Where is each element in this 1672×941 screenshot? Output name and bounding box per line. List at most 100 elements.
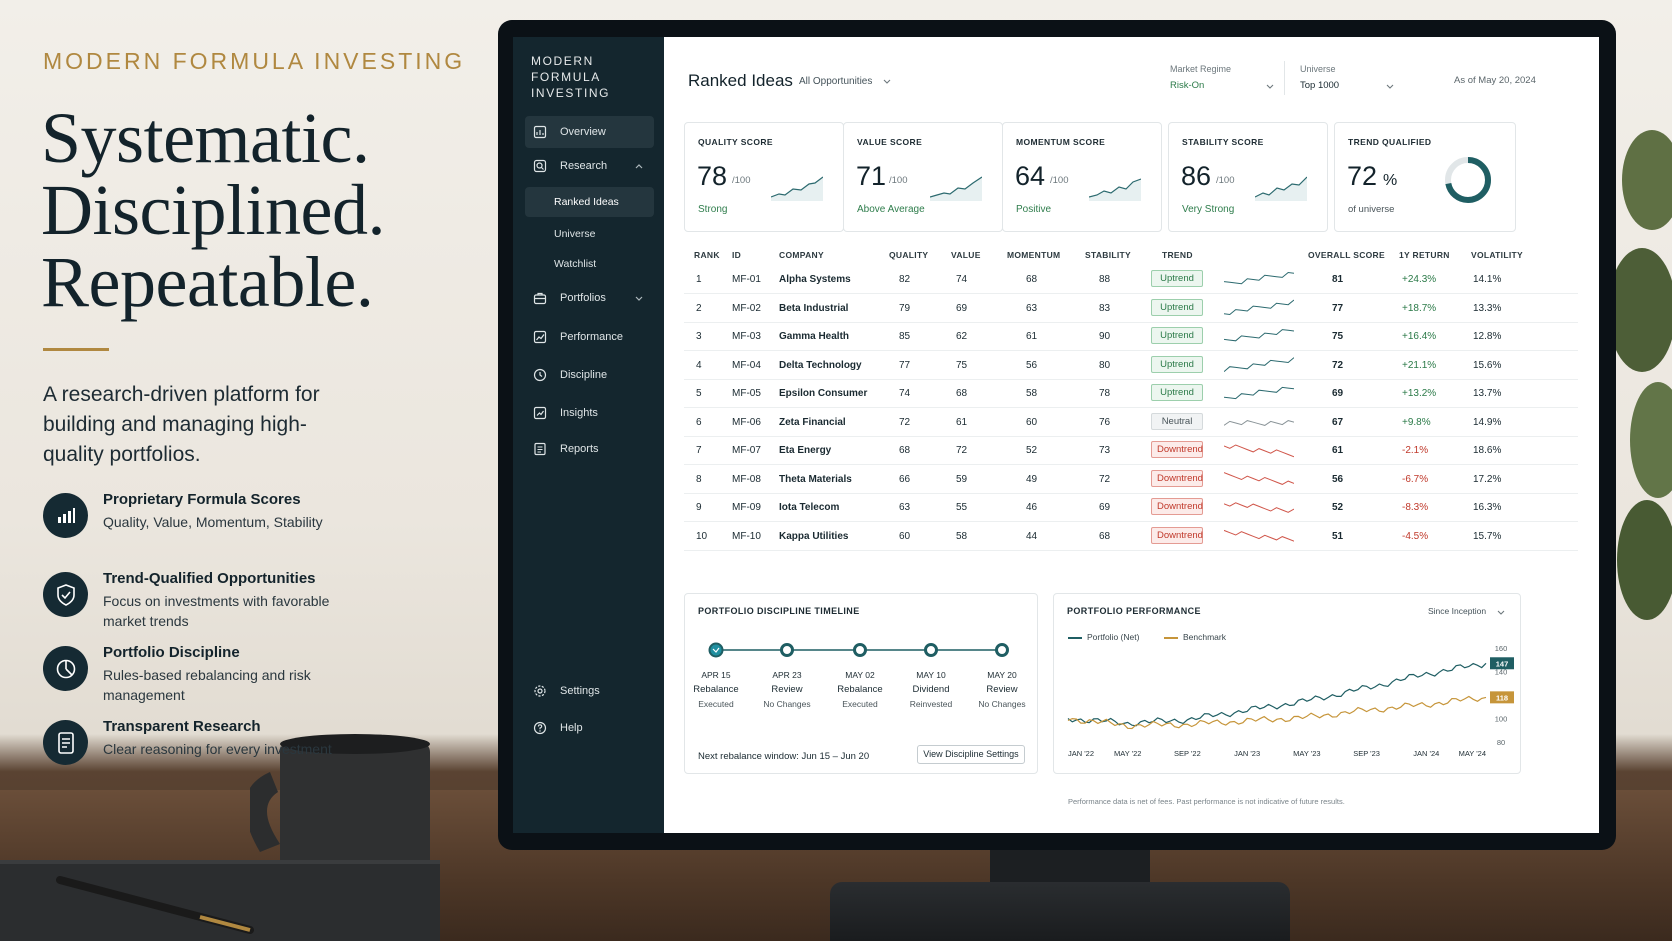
quality-cell: 74 bbox=[899, 388, 911, 399]
column-header[interactable]: TREND bbox=[1162, 250, 1193, 260]
table-row[interactable]: 2 MF-02 Beta Industrial 79 69 63 83 Uptrend 77 +1… bbox=[684, 294, 1578, 323]
feature-item: Proprietary Formula Scores Quality, Valu… bbox=[43, 491, 383, 572]
range-select[interactable]: Since Inception bbox=[1428, 606, 1505, 616]
sidebar-subitem-watchlist[interactable]: Watchlist bbox=[554, 258, 597, 270]
column-header[interactable]: 1Y RETURN bbox=[1399, 250, 1450, 260]
trend-sparkline bbox=[1224, 529, 1294, 542]
company-cell[interactable]: Beta Industrial bbox=[779, 302, 849, 314]
table-row[interactable]: 5 MF-05 Epsilon Consumer 74 68 58 78 Uptrend 69 +… bbox=[684, 379, 1578, 408]
value-cell: 69 bbox=[956, 302, 968, 314]
clock-icon bbox=[533, 368, 547, 382]
feature-title: Portfolio Discipline bbox=[103, 644, 240, 661]
portfolio-performance-panel: PORTFOLIO PERFORMANCE Since Inception Po… bbox=[1053, 593, 1521, 774]
timeline-step[interactable]: MAY 02 Rebalance Executed bbox=[820, 670, 900, 709]
company-cell[interactable]: Iota Telecom bbox=[779, 502, 840, 513]
sidebar-item-reports[interactable]: Reports bbox=[525, 433, 654, 465]
company-cell[interactable]: Alpha Systems bbox=[779, 274, 851, 285]
rank-cell: 5 bbox=[696, 388, 702, 399]
quality-score-card[interactable]: QUALITY SCORE 78 /100 Strong bbox=[684, 122, 844, 232]
sidebar-item-overview[interactable]: Overview bbox=[525, 116, 654, 148]
stability-cell: 80 bbox=[1099, 359, 1111, 371]
momentum-cell: 56 bbox=[1026, 359, 1038, 371]
table-row[interactable]: 8 MF-08 Theta Materials 66 59 49 72 Downtrend 56… bbox=[684, 465, 1578, 494]
overall-score-cell: 67 bbox=[1332, 416, 1344, 428]
timeline-step[interactable]: APR 15 Rebalance Executed bbox=[676, 670, 756, 709]
sidebar-item-research[interactable]: Research bbox=[525, 150, 654, 182]
sidebar-item-performance[interactable]: Performance bbox=[525, 321, 654, 353]
table-row[interactable]: 9 MF-09 Iota Telecom 63 55 46 69 Downtrend 52 -8.… bbox=[684, 493, 1578, 522]
y-tick-label: 80 bbox=[1497, 738, 1505, 747]
sidebar-item-portfolios[interactable]: Portfolios bbox=[525, 282, 654, 314]
company-cell[interactable]: Kappa Utilities bbox=[779, 530, 849, 542]
column-header[interactable]: QUALITY bbox=[889, 250, 929, 260]
overall-score-cell: 77 bbox=[1332, 302, 1344, 314]
table-row[interactable]: 7 MF-07 Eta Energy 68 72 52 73 Downtrend 61 -2.1%… bbox=[684, 436, 1578, 465]
column-header[interactable]: MOMENTUM bbox=[1007, 250, 1061, 260]
timeline-step[interactable]: MAY 20 Review No Changes bbox=[962, 670, 1042, 709]
column-header[interactable]: OVERALL SCORE bbox=[1308, 250, 1385, 260]
volatility-cell: 15.6% bbox=[1473, 359, 1502, 371]
stability-cell: 83 bbox=[1099, 302, 1111, 314]
sidebar-subitem-universe[interactable]: Universe bbox=[554, 228, 596, 240]
document-icon bbox=[43, 720, 88, 765]
rank-cell: 3 bbox=[696, 331, 702, 342]
column-header[interactable]: STABILITY bbox=[1085, 250, 1131, 260]
app-logo[interactable]: MODERN FORMULA INVESTING bbox=[531, 53, 610, 101]
card-label: STABILITY SCORE bbox=[1182, 137, 1264, 147]
id-cell: MF-06 bbox=[732, 416, 761, 428]
table-row[interactable]: 3 MF-03 Gamma Health 85 62 61 90 Uptrend 75 +16.4… bbox=[684, 322, 1578, 351]
table-row[interactable]: 6 MF-06 Zeta Financial 72 61 60 76 Neutral 67 +9.… bbox=[684, 408, 1578, 437]
universe-select[interactable]: Top 1000 bbox=[1300, 80, 1394, 91]
stability-cell: 73 bbox=[1099, 445, 1111, 456]
sidebar-subitem-ranked-ideas[interactable]: Ranked Ideas bbox=[525, 187, 654, 217]
column-header[interactable]: RANK bbox=[694, 250, 720, 260]
company-cell[interactable]: Zeta Financial bbox=[779, 416, 846, 428]
company-cell[interactable]: Eta Energy bbox=[779, 445, 832, 456]
stability-score-card[interactable]: STABILITY SCORE 86 /100 Very Strong bbox=[1168, 122, 1328, 232]
column-header[interactable]: VALUE bbox=[951, 250, 981, 260]
next-rebalance-text: Next rebalance window: Jun 15 – Jun 20 bbox=[698, 751, 870, 762]
sidebar-item-insights[interactable]: Insights bbox=[525, 397, 654, 429]
volatility-cell: 13.3% bbox=[1473, 302, 1502, 314]
timeline-step[interactable]: MAY 10 Dividend Reinvested bbox=[891, 670, 971, 709]
column-header[interactable]: ID bbox=[732, 250, 742, 260]
shield-check-icon bbox=[43, 572, 88, 617]
market-regime-select[interactable]: Risk-On bbox=[1170, 80, 1274, 91]
hero-title-line: Disciplined. bbox=[41, 170, 385, 250]
hero-title-line: Systematic. bbox=[41, 98, 370, 178]
trend-qualified-card[interactable]: TREND QUALIFIED 72 % of universe bbox=[1334, 122, 1516, 232]
view-select[interactable]: All Opportunities bbox=[799, 76, 891, 87]
momentum-score-card[interactable]: MOMENTUM SCORE 64 /100 Positive bbox=[1002, 122, 1162, 232]
company-cell[interactable]: Epsilon Consumer bbox=[779, 388, 868, 399]
overall-score-cell: 69 bbox=[1332, 388, 1344, 399]
column-header[interactable]: VOLATILITY bbox=[1471, 250, 1523, 260]
company-cell[interactable]: Delta Technology bbox=[779, 359, 862, 371]
page-title: Ranked Ideas bbox=[688, 71, 793, 90]
trend-sparkline bbox=[1224, 299, 1294, 315]
company-cell[interactable]: Theta Materials bbox=[779, 473, 852, 485]
table-row[interactable]: 10 MF-10 Kappa Utilities 60 58 44 68 Downtrend 5… bbox=[684, 522, 1578, 551]
trend-badge: Uptrend bbox=[1151, 384, 1203, 401]
step-name: Dividend bbox=[912, 684, 950, 695]
gear-icon bbox=[533, 684, 547, 698]
trend-badge: Downtrend bbox=[1151, 469, 1203, 487]
column-header[interactable]: COMPANY bbox=[779, 250, 824, 260]
trend-badge: Downtrend bbox=[1151, 441, 1203, 458]
table-row[interactable]: 4 MF-04 Delta Technology 77 75 56 80 Uptrend 72 +… bbox=[684, 351, 1578, 380]
range-select-value: Since Inception bbox=[1428, 606, 1487, 616]
id-cell: MF-01 bbox=[732, 274, 761, 285]
search-icon bbox=[533, 159, 547, 173]
table-row[interactable]: 1 MF-01 Alpha Systems 82 74 68 88 Uptrend 81 +24.… bbox=[684, 265, 1578, 294]
value-score-card[interactable]: VALUE SCORE 71 /100 Above Average bbox=[843, 122, 1003, 232]
step-date: MAY 02 bbox=[845, 670, 875, 680]
sidebar-item-settings[interactable]: Settings bbox=[525, 675, 654, 707]
volatility-cell: 14.9% bbox=[1473, 416, 1502, 428]
sidebar-item-help[interactable]: Help bbox=[525, 712, 654, 744]
timeline-step[interactable]: APR 23 Review No Changes bbox=[747, 670, 827, 709]
company-cell[interactable]: Gamma Health bbox=[779, 331, 850, 342]
sidebar-item-discipline[interactable]: Discipline bbox=[525, 359, 654, 391]
view-discipline-settings-button[interactable]: View Discipline Settings bbox=[917, 745, 1025, 764]
step-date: APR 15 bbox=[701, 670, 731, 680]
rank-cell: 9 bbox=[696, 502, 702, 513]
